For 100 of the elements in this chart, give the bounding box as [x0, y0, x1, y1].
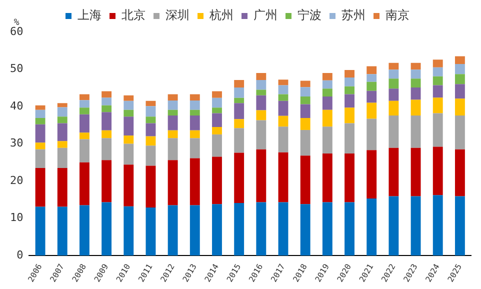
bar [432, 113, 443, 147]
bar [168, 110, 178, 116]
bar [344, 153, 354, 202]
bar [212, 113, 222, 127]
bar [410, 62, 421, 70]
bar [432, 98, 443, 114]
bar [79, 139, 90, 162]
bar [366, 90, 377, 103]
bar [322, 110, 332, 127]
bar [57, 107, 68, 117]
bar [212, 98, 222, 108]
bar [388, 100, 399, 116]
bar [35, 168, 46, 207]
bar [146, 166, 156, 208]
bar [410, 115, 421, 148]
bar [124, 110, 134, 117]
bar [300, 80, 310, 88]
bar [388, 148, 399, 196]
bar [102, 202, 112, 256]
bar [410, 148, 421, 196]
bar [168, 205, 178, 256]
bar [168, 100, 178, 110]
bar [79, 132, 90, 140]
bar [234, 202, 244, 256]
legend-label: 北京 [122, 8, 146, 22]
y-tick-label: 50 [10, 62, 24, 76]
bar [212, 156, 222, 204]
bar [234, 88, 244, 98]
bar [300, 104, 310, 118]
bar [256, 95, 266, 110]
bar [234, 80, 244, 88]
bar [124, 144, 134, 165]
bar [35, 142, 46, 150]
bar [168, 130, 178, 138]
bar [234, 98, 244, 104]
bar [278, 126, 288, 152]
bar [124, 95, 134, 101]
bar [454, 56, 465, 64]
y-tick-label: 20 [10, 174, 24, 187]
bar [278, 152, 288, 202]
bar [102, 138, 112, 160]
bar [146, 100, 156, 106]
bar [432, 85, 443, 98]
bar [190, 115, 200, 130]
bar [432, 195, 443, 256]
bar [190, 100, 200, 110]
bar [212, 126, 222, 134]
bar [366, 150, 377, 199]
bar [410, 70, 421, 79]
bar [344, 86, 354, 94]
y-tick-label: 0 [16, 248, 24, 262]
bar [344, 108, 354, 124]
bar [102, 91, 112, 98]
bar [190, 138, 200, 158]
bar [57, 116, 68, 124]
legend-label: 苏州 [342, 8, 366, 22]
bar [212, 91, 222, 98]
bar [454, 115, 465, 150]
bar [322, 80, 332, 89]
bar [366, 82, 377, 91]
bar [79, 205, 90, 256]
bar [124, 206, 134, 256]
legend-label: 宁波 [298, 8, 322, 22]
bar [35, 206, 46, 256]
bar [212, 134, 222, 157]
bar [57, 141, 68, 148]
bar [102, 98, 112, 106]
bar [124, 136, 134, 144]
bar [102, 160, 112, 202]
bar [432, 146, 443, 196]
bar [124, 116, 134, 136]
bar [256, 149, 266, 202]
legend-label: 杭州 [208, 8, 234, 22]
bar [322, 96, 332, 110]
bar [190, 94, 200, 101]
bar [454, 74, 465, 84]
bar [344, 202, 354, 256]
bar [300, 87, 310, 96]
bar [79, 94, 90, 100]
legend-label: 南京 [386, 8, 410, 22]
bar [168, 94, 178, 101]
bar [366, 118, 377, 150]
legend-label: 广州 [254, 8, 278, 22]
bar [322, 72, 332, 80]
bar [146, 207, 156, 256]
bar [256, 72, 266, 80]
bar [366, 102, 377, 119]
bar [344, 77, 354, 86]
bar [344, 123, 354, 154]
legend-label: 深圳 [166, 8, 190, 22]
bar [190, 205, 200, 256]
bar [410, 78, 421, 88]
bar [278, 116, 288, 127]
bar [168, 160, 178, 206]
bar [278, 100, 288, 116]
bar [79, 162, 90, 206]
bar [212, 108, 222, 114]
bar [300, 96, 310, 104]
y-tick-label: 30 [10, 136, 24, 150]
bar [146, 116, 156, 124]
